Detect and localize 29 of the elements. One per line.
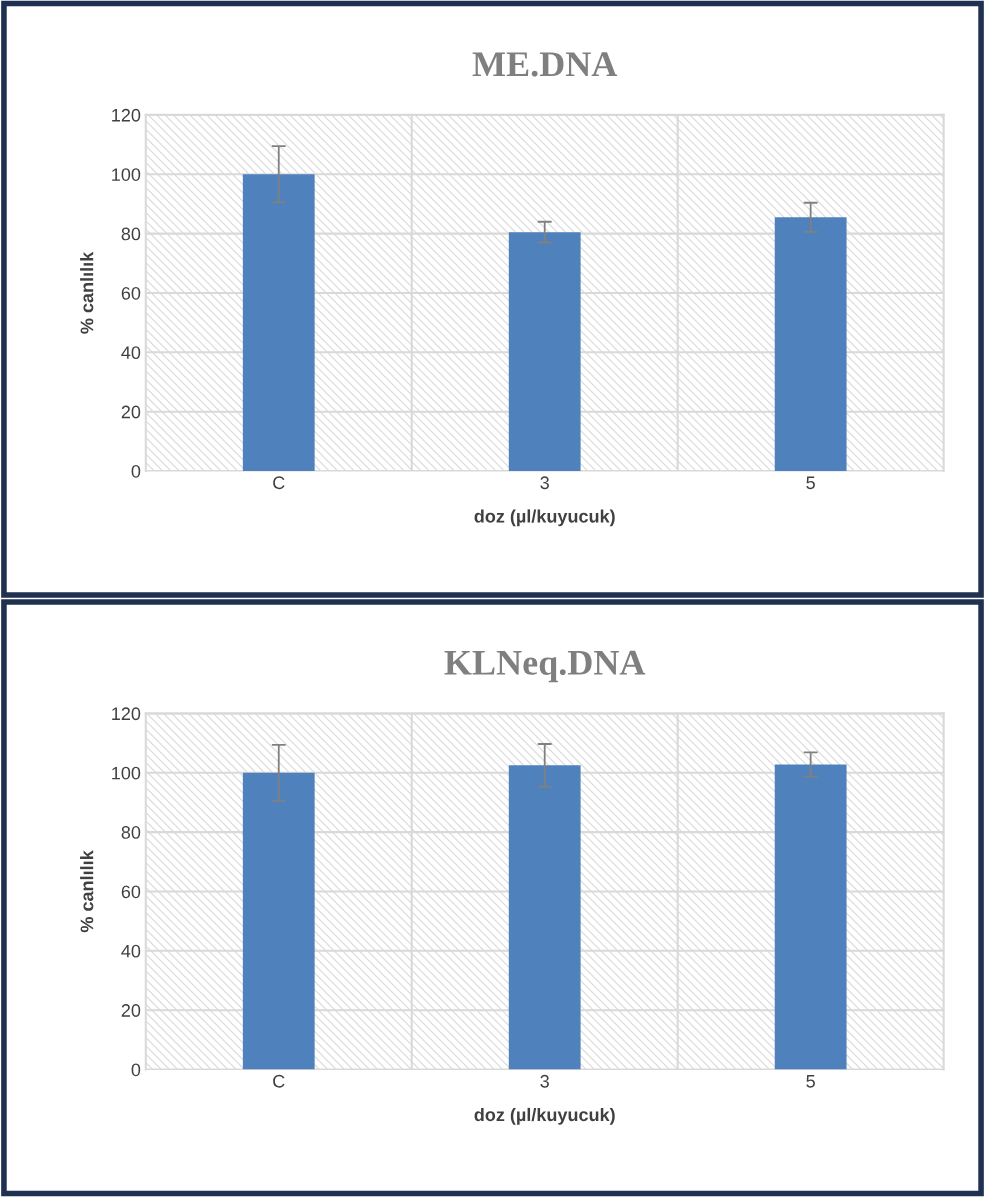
x-tick-label: C — [273, 1074, 285, 1088]
y-tick-label: 20 — [121, 1004, 141, 1017]
y-tick-label: 80 — [121, 227, 141, 241]
x-tick-label: 3 — [540, 1074, 549, 1088]
bar — [774, 217, 847, 472]
x-tick-label: 3 — [540, 476, 549, 490]
y-tick-label: 80 — [121, 826, 141, 839]
y-tick-label: 40 — [121, 346, 141, 360]
y-tick-label: 0 — [131, 1063, 141, 1077]
y-axis-title: % canlılık — [80, 850, 94, 933]
y-tick-label: 100 — [112, 766, 141, 780]
y-tick-label: 120 — [112, 707, 141, 721]
x-axis-title: doz (µl/kuyucuk) — [474, 1107, 615, 1125]
x-tick-label: C — [273, 476, 285, 490]
y-tick-label: 20 — [121, 405, 141, 419]
bar — [242, 174, 315, 472]
chart-title: ME.DNA — [472, 52, 618, 77]
x-axis-title: doz (µl/kuyucuk) — [474, 509, 615, 527]
chart-title: KLNeq.DNA — [444, 650, 646, 683]
y-tick-label: 0 — [131, 464, 141, 478]
y-tick-label: 40 — [121, 944, 141, 958]
x-tick-label: 5 — [806, 1075, 815, 1088]
bar — [508, 232, 581, 472]
y-tick-label: 120 — [112, 108, 141, 122]
y-tick-label: 60 — [121, 885, 141, 899]
y-tick-label: 60 — [121, 286, 141, 300]
y-axis-title: % canlılık — [80, 251, 94, 334]
y-tick-label: 100 — [112, 168, 141, 181]
x-tick-label: 5 — [806, 476, 815, 490]
